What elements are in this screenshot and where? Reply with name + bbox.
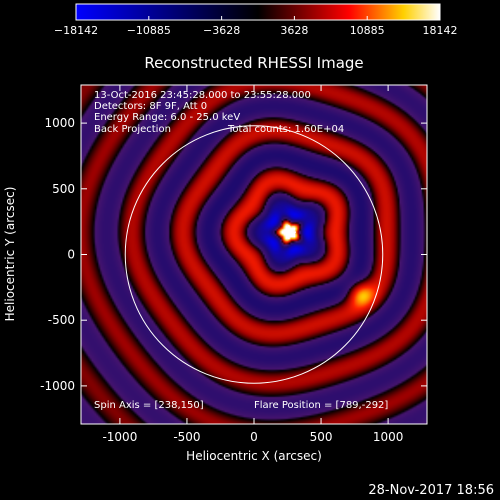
colorbar-tick-label: −18142 <box>54 24 98 37</box>
spin-axis-annotation: Spin Axis = [238,150] <box>94 400 204 411</box>
info-annotations: 13-Oct-2016 23:45:28.000 to 23:55:28.000… <box>94 90 388 411</box>
energy-range-annotation: Energy Range: 6.0 - 25.0 keV <box>94 112 240 123</box>
detectors-annotation: Detectors: 8F 9F, Att 0 <box>94 101 207 112</box>
colorbar-gradient <box>75 3 441 21</box>
chart-title: Reconstructed RHESSI Image <box>144 54 363 72</box>
colorbar-tick-label: 18142 <box>423 24 458 37</box>
colorbar-tick-label: 10885 <box>350 24 385 37</box>
y-tick-label: 1000 <box>44 116 75 130</box>
heatmap-image <box>81 85 427 424</box>
colorbar-tick-label: 3628 <box>280 24 308 37</box>
x-tick-label: 0 <box>250 430 258 444</box>
solar-limb-circle <box>124 125 384 384</box>
y-tick-label: 0 <box>67 248 75 262</box>
time-range-annotation: 13-Oct-2016 23:45:28.000 to 23:55:28.000 <box>94 90 311 101</box>
x-tick-label: 500 <box>310 430 333 444</box>
total-counts-annotation: Total counts: 1.60E+04 <box>227 124 344 135</box>
method-annotation: Back Projection <box>94 124 171 135</box>
flare-position-annotation: Flare Position = [789,-292] <box>254 400 388 411</box>
y-tick-label: -1000 <box>40 379 75 393</box>
colorbar-tick-label: −3628 <box>203 24 240 37</box>
x-tick-label: 1000 <box>373 430 404 444</box>
y-axis-ticks: -1000 -500 0 500 1000 <box>40 116 427 393</box>
plot-area <box>81 85 427 424</box>
x-tick-label: -500 <box>173 430 200 444</box>
footer-timestamp: 28-Nov-2017 18:56 <box>368 483 494 498</box>
y-axis-label: Heliocentric Y (arcsec) <box>3 187 17 322</box>
colorbar: −18142 −10885 −3628 3628 10885 18142 <box>54 3 458 37</box>
source-crosshair-marker <box>281 225 296 240</box>
x-axis-ticks: -1000 -500 0 500 1000 <box>102 85 403 444</box>
x-axis-label: Heliocentric X (arcsec) <box>186 449 322 463</box>
y-tick-label: 500 <box>52 182 75 196</box>
x-tick-label: -1000 <box>102 430 137 444</box>
y-tick-label: -500 <box>48 313 75 327</box>
colorbar-ticks: −18142 −10885 −3628 3628 10885 18142 <box>54 16 458 37</box>
colorbar-tick-label: −10885 <box>127 24 171 37</box>
